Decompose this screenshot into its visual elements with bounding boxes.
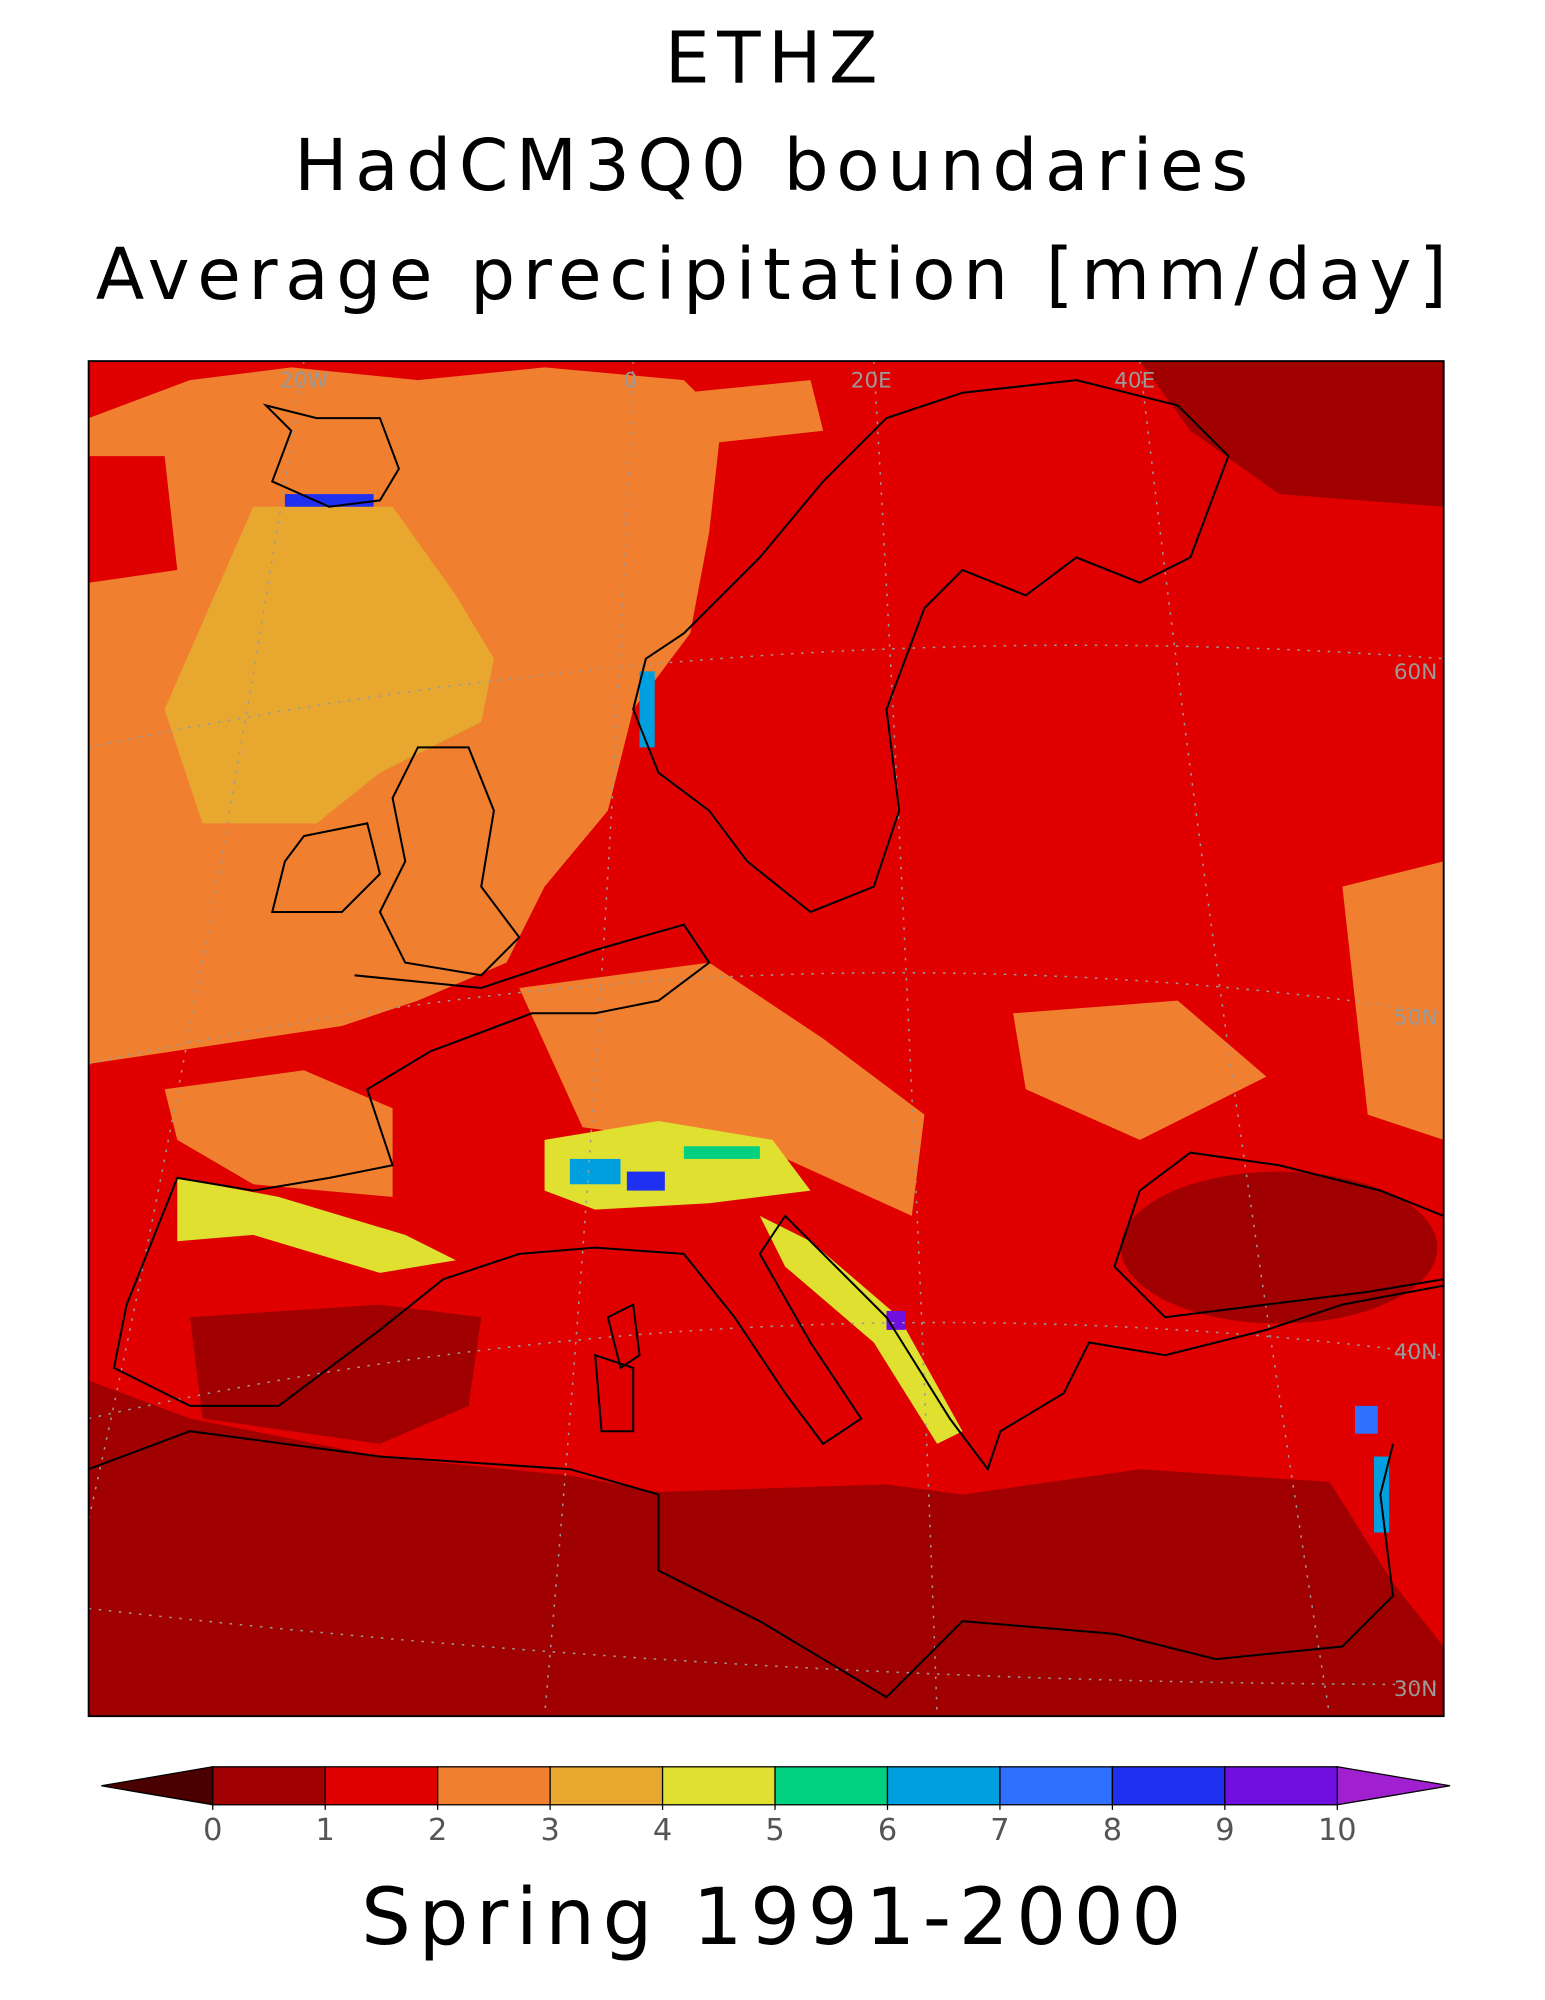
- coastline: [88, 379, 1444, 1699]
- colorbar-segment: [1111, 1766, 1226, 1806]
- colorbar-tick-label: 10: [1318, 1813, 1357, 1848]
- colorbar-tick-label: 4: [653, 1813, 672, 1848]
- colorbar-segment: [549, 1766, 664, 1806]
- colorbar-segment: [999, 1766, 1114, 1806]
- colorbar-segment: [774, 1766, 889, 1806]
- latitude-label: 50N: [1394, 1006, 1437, 1031]
- colorbar-over: [1336, 1766, 1451, 1806]
- colorbar-tick-label: 0: [203, 1813, 222, 1848]
- precip-region: [177, 1177, 456, 1273]
- longitude-label: 40E: [1114, 369, 1155, 394]
- latitude-label: 40N: [1394, 1340, 1437, 1365]
- precip-region: [88, 456, 178, 583]
- precip-region: [759, 1215, 963, 1444]
- colorbar-segment: [437, 1766, 551, 1806]
- precip-region: [1013, 1000, 1267, 1140]
- precip-region: [683, 380, 824, 444]
- colorbar: 0 1 2 3 4 5 6 7 8 9 10: [101, 1766, 1451, 1848]
- longitude-label: 20E: [851, 369, 892, 394]
- precip-region: [519, 962, 925, 1216]
- precip-region: [164, 506, 494, 824]
- map-field: [88, 361, 1444, 1717]
- footer: Spring 1991-2000: [361, 1871, 1189, 1963]
- precip-region: [1355, 1405, 1378, 1434]
- colorbar-tick-label: 1: [316, 1813, 335, 1848]
- graticule: [88, 361, 1444, 1717]
- precip-region: [189, 1304, 482, 1444]
- precip-region: [284, 494, 374, 507]
- colorbar-tick-label: 6: [878, 1813, 897, 1848]
- subtitle: HadCM3Q0 boundaries: [294, 124, 1256, 207]
- precip-region: [1342, 861, 1444, 1140]
- colorbar-segment: [324, 1766, 439, 1806]
- title: ETHZ: [665, 16, 885, 99]
- colorbar-segment: [886, 1766, 1001, 1806]
- precip-region: [544, 1120, 811, 1210]
- latitude-label: 60N: [1394, 660, 1437, 685]
- colorbar-tick-label: 7: [990, 1813, 1009, 1848]
- latitude-label: 30N: [1394, 1677, 1437, 1702]
- longitude-label: 20W: [280, 369, 329, 394]
- precip-region: [683, 1146, 760, 1159]
- colorbar-segment: [1224, 1766, 1338, 1806]
- colorbar-tick-label: 2: [428, 1813, 447, 1848]
- colorbar-tick-label: 3: [540, 1813, 559, 1848]
- precip-region: [1120, 1171, 1438, 1324]
- colorbar-tick-label: 9: [1215, 1813, 1234, 1848]
- colorbar-segment: [661, 1766, 776, 1806]
- longitude-label: 0: [624, 369, 638, 394]
- precip-region: [626, 1171, 665, 1191]
- colorbar-under: [101, 1766, 214, 1806]
- precip-region: [1139, 361, 1444, 507]
- colorbar-segment: [212, 1766, 326, 1806]
- precip-region: [569, 1158, 621, 1185]
- precip-region: [639, 671, 655, 748]
- map-frame: [87, 360, 1445, 1718]
- colorbar-tick-label: 8: [1103, 1813, 1122, 1848]
- variable-title: Average precipitation [mm/day]: [96, 233, 1455, 316]
- precip-region: [164, 1070, 393, 1197]
- colorbar-tick-label: 5: [765, 1813, 784, 1848]
